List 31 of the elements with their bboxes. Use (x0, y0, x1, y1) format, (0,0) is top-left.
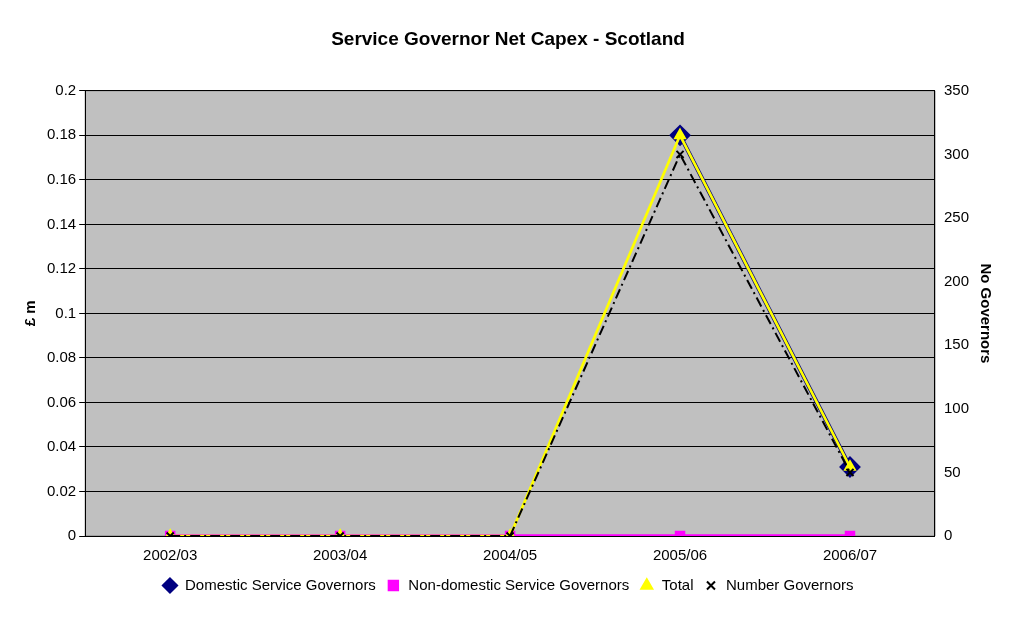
y2-tick-label: 0 (943, 526, 953, 544)
y2-tick-label: 100 (943, 398, 969, 416)
y2-tick-label: 150 (943, 335, 969, 353)
y-tick-label: 0.18 (46, 125, 77, 143)
legend-label: Non-domestic Service Governors (408, 575, 630, 593)
legend-label: Total (661, 575, 694, 593)
y-tick-label: 0.04 (46, 437, 77, 455)
y2-axis-title: No Governors (977, 263, 995, 364)
y-tick-label: 0 (67, 526, 77, 544)
y-axis-title: £ m (21, 300, 39, 327)
legend-label: Number Governors (725, 575, 854, 593)
y2-tick-label: 50 (943, 462, 961, 480)
legend-label: Domestic Service Governors (184, 575, 376, 593)
y-tick-label: 0.14 (46, 214, 77, 232)
x-tick-label: 2006/07 (822, 546, 878, 564)
y2-tick-label: 350 (943, 80, 969, 98)
y-tick-label: 0.2 (55, 80, 77, 98)
y-tick-label: 0.12 (46, 259, 77, 277)
y2-tick-label: 300 (943, 144, 969, 162)
y2-tick-label: 250 (943, 208, 969, 226)
y2-tick-label: 200 (943, 271, 969, 289)
x-tick-label: 2005/06 (652, 546, 708, 564)
x-tick-label: 2002/03 (143, 546, 198, 564)
chart-title: Service Governor Net Capex - Scotland (331, 27, 685, 49)
y-tick-label: 0.16 (46, 169, 77, 187)
x-tick-label: 2003/04 (313, 546, 368, 564)
x-tick-label: 2004/05 (482, 546, 538, 564)
y-tick-label: 0.06 (46, 392, 77, 410)
y-tick-label: 0.1 (55, 303, 77, 321)
y-tick-label: 0.02 (46, 481, 77, 499)
y-tick-label: 0.08 (46, 348, 77, 366)
